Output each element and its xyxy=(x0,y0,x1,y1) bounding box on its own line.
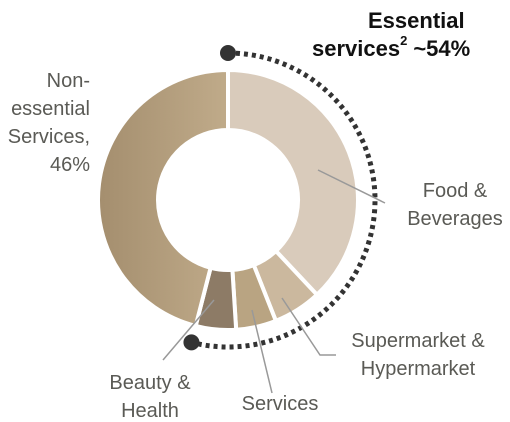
slice xyxy=(96,67,230,329)
label-line: Hypermarket xyxy=(361,358,476,380)
annotation-text: services xyxy=(312,36,400,61)
label-line: Food & xyxy=(423,180,488,202)
category-label: Food & Beverages xyxy=(407,180,503,230)
slice xyxy=(226,67,360,298)
label-line: Non- xyxy=(47,70,90,92)
bracket-dot xyxy=(183,334,200,351)
label-line: Health xyxy=(121,400,179,422)
category-label: Non-essential Services, 46% xyxy=(8,70,90,176)
leader-line xyxy=(281,297,336,356)
label-line: Services xyxy=(242,393,319,415)
value-label: 46% xyxy=(50,154,90,176)
category-label: Beauty & Health xyxy=(109,372,191,422)
label-line: essential xyxy=(11,98,90,120)
category-label: Supermarket & Hypermarket xyxy=(351,330,485,380)
leader-line xyxy=(251,309,273,394)
leader-line xyxy=(162,299,215,361)
label-line: Beauty & xyxy=(109,372,191,394)
annotation-line: services2 ~54% xyxy=(312,33,470,60)
label-line: Supermarket & xyxy=(351,330,485,352)
category-label: Services xyxy=(242,393,319,415)
annotation-value: ~54% xyxy=(413,36,470,61)
annotation-line: Essential xyxy=(368,8,465,33)
label-line: Services, xyxy=(8,126,90,148)
leader-line xyxy=(317,169,386,204)
label-line: Beverages xyxy=(407,208,503,230)
bracket-arc xyxy=(190,50,378,350)
annotation-sup: 2 xyxy=(400,33,407,48)
bracket-dot xyxy=(220,45,236,61)
